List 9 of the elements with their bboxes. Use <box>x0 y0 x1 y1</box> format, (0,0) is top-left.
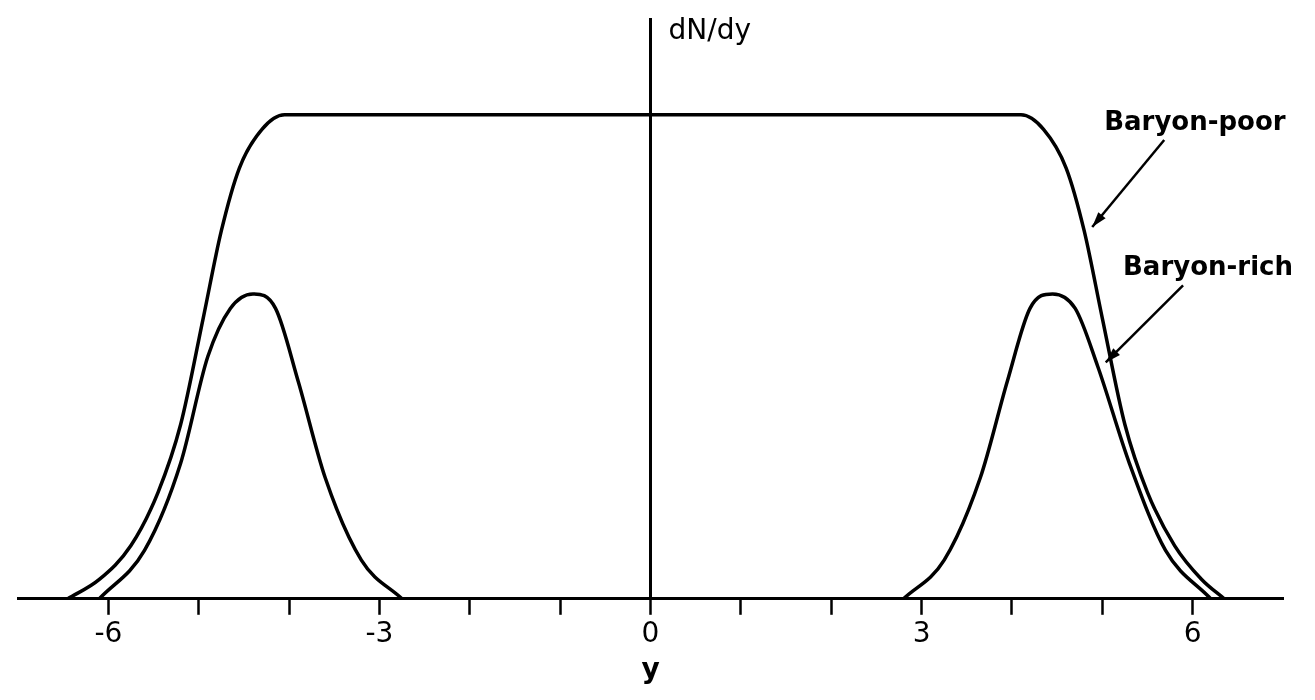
x-tick-label: 3 <box>912 615 931 649</box>
x-tick-label: -6 <box>94 615 123 649</box>
x-tick-label: 0 <box>641 615 660 649</box>
legend-label: Baryon-rich <box>1123 251 1293 282</box>
x-axis-title: y <box>641 652 660 686</box>
y-axis-title: dN/dy <box>668 13 751 47</box>
x-tick-label: 6 <box>1183 615 1202 649</box>
x-tick-label: -3 <box>365 615 394 649</box>
series-label: Baryon-poor <box>1104 105 1286 136</box>
